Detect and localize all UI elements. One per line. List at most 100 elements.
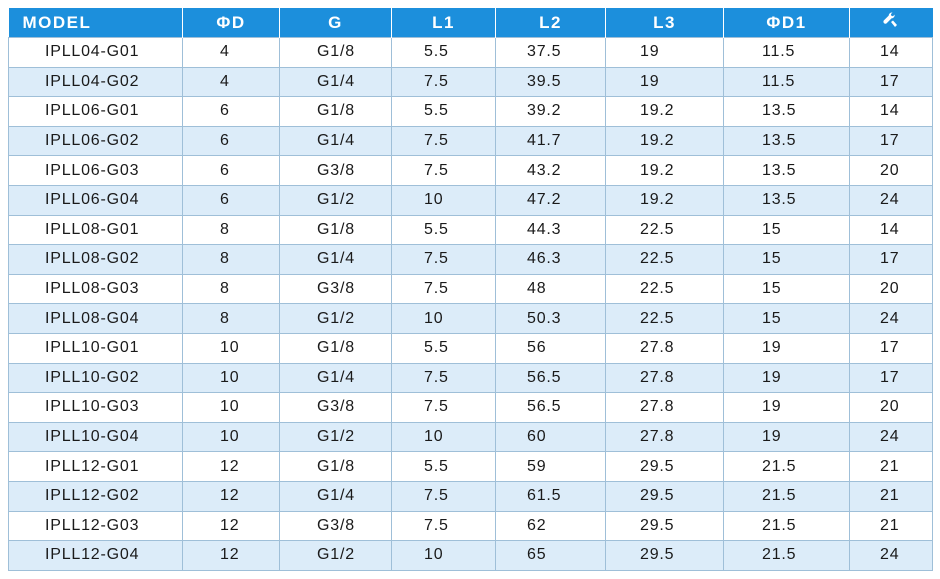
cell-wrench-size: 24 (849, 184, 933, 216)
cell-l2: 56.5 (495, 392, 606, 423)
table-row: IPLL08-G03 8 G3/8 7.5 48 22.5 15 20 (8, 273, 933, 305)
table-row: IPLL10-G03 10 G3/8 7.5 56.5 27.8 19 20 (8, 392, 933, 423)
cell-diameter: 10 (182, 421, 280, 453)
cell-thread: G1/8 (279, 451, 392, 482)
header-thread: G (279, 8, 392, 38)
cell-l3: 29.5 (605, 451, 724, 482)
cell-wrench-size: 17 (849, 362, 933, 394)
cell-l3: 19.2 (605, 96, 724, 127)
header-l1: L1 (391, 8, 496, 38)
cell-thread: G1/2 (279, 184, 392, 216)
cell-l1: 5.5 (391, 37, 496, 68)
cell-model: IPLL06-G01 (8, 96, 183, 127)
table-row: IPLL08-G04 8 G1/2 10 50.3 22.5 15 24 (8, 303, 933, 334)
cell-model: IPLL04-G01 (8, 37, 183, 68)
cell-l1: 7.5 (391, 510, 496, 542)
cell-diameter: 8 (182, 244, 280, 275)
cell-wrench-size: 17 (849, 244, 933, 275)
cell-l3: 22.5 (605, 214, 724, 246)
table-row: IPLL04-G01 4 G1/8 5.5 37.5 19 11.5 14 (8, 37, 933, 68)
cell-diameter-1: 21.5 (723, 540, 850, 571)
cell-l2: 43.2 (495, 155, 606, 186)
cell-l3: 29.5 (605, 540, 724, 571)
cell-l2: 39.5 (495, 66, 606, 98)
table-row: IPLL06-G01 6 G1/8 5.5 39.2 19.2 13.5 14 (8, 96, 933, 127)
spec-table-container: MODEL ΦD G L1 L2 L3 ΦD1 IPLL04-G01 4 G1/8 5 (8, 8, 933, 571)
cell-diameter-1: 19 (723, 332, 850, 364)
cell-diameter-1: 15 (723, 214, 850, 246)
wrench-icon (882, 11, 900, 34)
cell-l1: 5.5 (391, 214, 496, 246)
cell-l3: 22.5 (605, 273, 724, 305)
cell-model: IPLL10-G02 (8, 362, 183, 394)
cell-model: IPLL06-G02 (8, 125, 183, 157)
cell-l3: 27.8 (605, 362, 724, 394)
cell-model: IPLL06-G03 (8, 155, 183, 186)
table-row: IPLL12-G02 12 G1/4 7.5 61.5 29.5 21.5 21 (8, 480, 933, 512)
cell-diameter: 6 (182, 96, 280, 127)
cell-diameter-1: 13.5 (723, 184, 850, 216)
cell-diameter-1: 11.5 (723, 66, 850, 98)
cell-thread: G1/8 (279, 332, 392, 364)
table-row: IPLL06-G04 6 G1/2 10 47.2 19.2 13.5 24 (8, 184, 933, 216)
cell-thread: G1/4 (279, 244, 392, 275)
cell-l1: 5.5 (391, 451, 496, 482)
cell-diameter: 6 (182, 125, 280, 157)
cell-thread: G1/2 (279, 540, 392, 571)
cell-diameter: 12 (182, 540, 280, 571)
table-row: IPLL06-G02 6 G1/4 7.5 41.7 19.2 13.5 17 (8, 125, 933, 157)
cell-wrench-size: 21 (849, 451, 933, 482)
cell-l2: 62 (495, 510, 606, 542)
cell-l2: 39.2 (495, 96, 606, 127)
cell-l2: 50.3 (495, 303, 606, 334)
cell-wrench-size: 24 (849, 421, 933, 453)
cell-diameter: 8 (182, 303, 280, 334)
cell-thread: G3/8 (279, 155, 392, 186)
cell-l3: 22.5 (605, 244, 724, 275)
header-wrench-size (849, 8, 933, 38)
cell-l3: 19 (605, 37, 724, 68)
cell-wrench-size: 14 (849, 96, 933, 127)
cell-l1: 7.5 (391, 273, 496, 305)
cell-diameter: 8 (182, 214, 280, 246)
cell-thread: G3/8 (279, 273, 392, 305)
cell-l1: 10 (391, 303, 496, 334)
table-body: IPLL04-G01 4 G1/8 5.5 37.5 19 11.5 14 IPLL04-G02… (8, 37, 933, 571)
header-model: MODEL (8, 8, 183, 38)
cell-diameter-1: 19 (723, 421, 850, 453)
cell-diameter-1: 21.5 (723, 510, 850, 542)
cell-diameter-1: 15 (723, 244, 850, 275)
cell-diameter: 4 (182, 37, 280, 68)
cell-l2: 47.2 (495, 184, 606, 216)
cell-l1: 7.5 (391, 155, 496, 186)
cell-diameter-1: 15 (723, 273, 850, 305)
header-diameter-1: ΦD1 (723, 8, 850, 38)
table-row: IPLL10-G04 10 G1/2 10 60 27.8 19 24 (8, 421, 933, 453)
cell-diameter-1: 13.5 (723, 125, 850, 157)
cell-l3: 19 (605, 66, 724, 98)
cell-thread: G1/8 (279, 37, 392, 68)
header-l3: L3 (605, 8, 724, 38)
cell-l3: 19.2 (605, 125, 724, 157)
cell-diameter: 6 (182, 155, 280, 186)
cell-diameter-1: 21.5 (723, 451, 850, 482)
cell-l2: 56 (495, 332, 606, 364)
spec-table: MODEL ΦD G L1 L2 L3 ΦD1 IPLL04-G01 4 G1/8 5 (8, 8, 933, 571)
cell-diameter-1: 13.5 (723, 155, 850, 186)
cell-model: IPLL10-G01 (8, 332, 183, 364)
cell-l1: 5.5 (391, 96, 496, 127)
cell-diameter: 8 (182, 273, 280, 305)
cell-wrench-size: 24 (849, 303, 933, 334)
cell-model: IPLL12-G04 (8, 540, 183, 571)
cell-diameter: 12 (182, 480, 280, 512)
cell-l1: 7.5 (391, 362, 496, 394)
cell-l1: 7.5 (391, 66, 496, 98)
cell-l3: 22.5 (605, 303, 724, 334)
cell-model: IPLL08-G01 (8, 214, 183, 246)
cell-l2: 46.3 (495, 244, 606, 275)
cell-wrench-size: 17 (849, 332, 933, 364)
cell-l2: 37.5 (495, 37, 606, 68)
cell-l2: 56.5 (495, 362, 606, 394)
header-diameter: ΦD (182, 8, 280, 38)
cell-thread: G3/8 (279, 392, 392, 423)
